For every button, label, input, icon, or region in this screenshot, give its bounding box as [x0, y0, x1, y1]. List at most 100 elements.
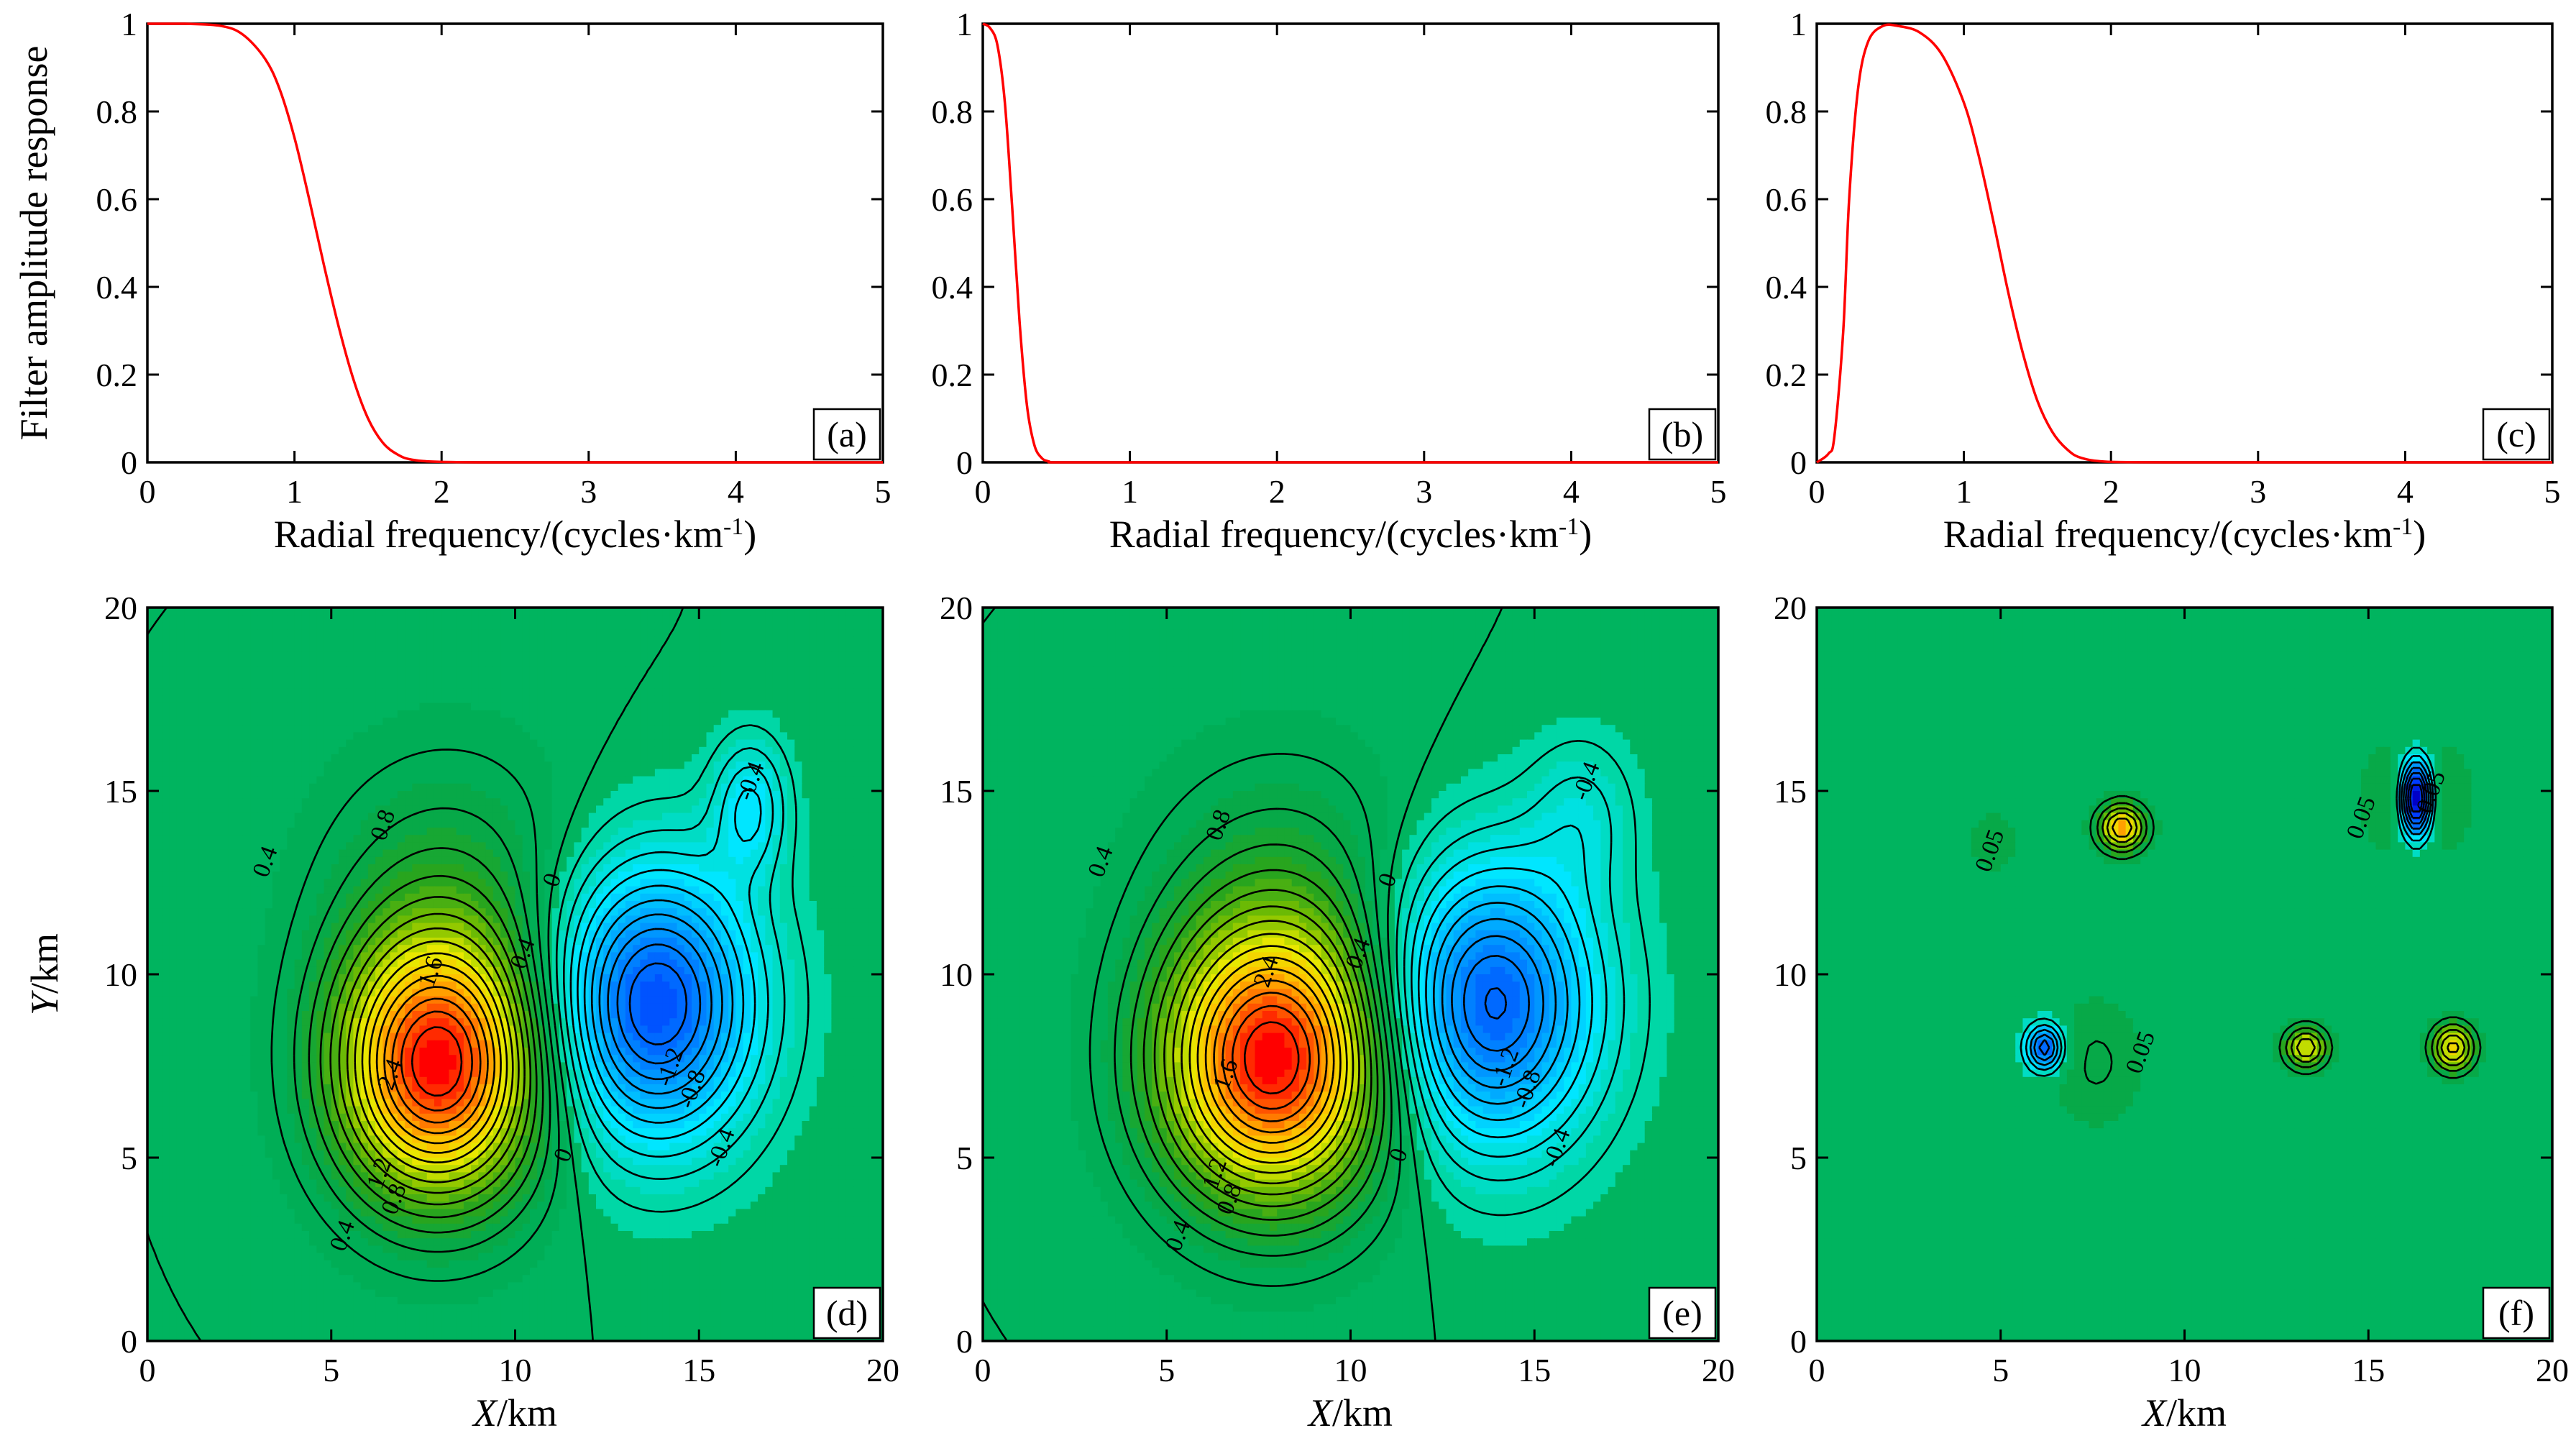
field-cell — [375, 761, 384, 770]
field-cell — [692, 856, 700, 865]
field-cell — [647, 835, 656, 843]
field-cell — [478, 746, 487, 755]
field-cell — [567, 813, 575, 821]
field-cell — [537, 783, 546, 792]
field-cell — [162, 688, 170, 697]
field-cell — [221, 636, 229, 645]
field-cell — [802, 886, 810, 894]
field-cell — [684, 901, 692, 909]
field-cell — [221, 952, 229, 961]
field-cell — [235, 791, 244, 799]
field-cell — [367, 673, 376, 682]
field-cell — [728, 695, 737, 704]
x-tick-label: 3 — [2250, 473, 2266, 510]
field-cell — [588, 718, 597, 726]
field-cell — [235, 908, 244, 917]
field-cell — [257, 710, 266, 718]
field-cell — [750, 886, 758, 894]
field-cell — [449, 783, 457, 792]
field-cell — [147, 842, 156, 851]
field-cell — [375, 856, 384, 865]
field-cell — [287, 710, 295, 718]
field-cell — [581, 871, 590, 880]
field-cell — [184, 702, 193, 711]
field-cell — [559, 945, 567, 953]
field-cell — [529, 893, 538, 902]
field-cell — [662, 893, 671, 902]
field-cell — [198, 864, 207, 872]
field-cell — [426, 659, 435, 667]
panel-tag-box — [812, 408, 881, 461]
field-cell — [228, 791, 237, 799]
field-cell — [779, 791, 788, 799]
field-cell — [743, 629, 751, 638]
field-cell — [463, 938, 472, 946]
field-cell — [162, 945, 170, 953]
field-cell — [699, 783, 707, 792]
field-cell — [868, 908, 876, 917]
field-cell — [485, 702, 494, 711]
field-cell — [353, 659, 362, 667]
field-cell — [184, 761, 193, 770]
field-cell — [301, 622, 310, 631]
field-cell — [669, 828, 678, 836]
field-cell — [257, 930, 266, 938]
field-cell — [176, 746, 185, 755]
field-cell — [500, 959, 509, 968]
field-cell — [853, 622, 862, 631]
field-cell — [758, 776, 766, 784]
field-cell — [301, 769, 310, 777]
field-cell — [654, 828, 663, 836]
field-cell — [765, 754, 774, 762]
field-cell — [574, 739, 582, 748]
field-cell — [147, 636, 156, 645]
field-cell — [242, 828, 252, 836]
field-cell — [382, 732, 391, 741]
field-cell — [699, 908, 707, 917]
field-cell — [861, 776, 869, 784]
field-cell — [221, 849, 229, 858]
field-cell — [390, 805, 398, 814]
field-cell — [412, 710, 421, 718]
field-cell — [375, 644, 384, 652]
field-cell — [772, 681, 781, 689]
field-cell — [316, 828, 325, 836]
field-cell — [324, 864, 332, 872]
field-cell — [471, 856, 480, 865]
field-cell — [522, 769, 531, 777]
field-cell — [155, 725, 163, 733]
field-cell — [677, 842, 685, 851]
field-cell — [250, 688, 259, 697]
field-cell — [537, 651, 546, 660]
field-cell — [405, 659, 413, 667]
field-cell — [280, 820, 288, 828]
field-cell — [868, 702, 876, 711]
field-cell — [242, 776, 252, 784]
field-cell — [861, 930, 869, 938]
field-cell — [169, 673, 178, 682]
field-cell — [824, 673, 833, 682]
field-cell — [522, 842, 531, 851]
field-cell — [588, 856, 597, 865]
field-cell — [346, 805, 354, 814]
field-cell — [845, 615, 854, 623]
field-cell — [316, 813, 325, 821]
field-cell — [633, 798, 641, 807]
field-cell — [228, 666, 237, 674]
field-cell — [324, 718, 332, 726]
field-cell — [669, 761, 678, 770]
field-cell — [640, 783, 648, 792]
field-cell — [720, 644, 729, 652]
field-cell — [272, 783, 280, 792]
field-cell — [492, 725, 501, 733]
field-cell — [515, 710, 523, 718]
field-cell — [596, 908, 605, 917]
field-cell — [191, 856, 200, 865]
field-cell — [779, 702, 788, 711]
field-cell — [581, 879, 590, 887]
field-cell — [419, 622, 428, 631]
field-cell — [198, 842, 207, 851]
field-cell — [346, 930, 354, 938]
field-cell — [280, 608, 288, 615]
field-cell — [787, 791, 796, 799]
